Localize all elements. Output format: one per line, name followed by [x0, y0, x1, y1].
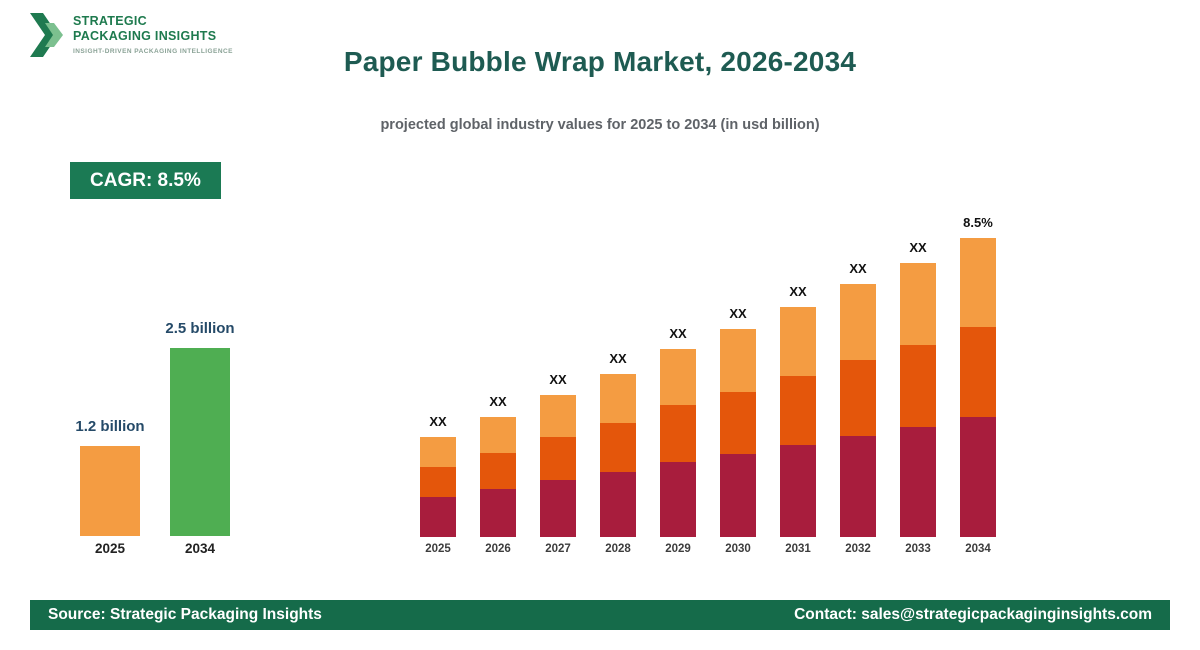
- segment-top: [480, 417, 516, 453]
- stacked-bar-group: XX 2028: [588, 351, 648, 556]
- segment-top: [780, 307, 816, 376]
- bar-stack: [600, 374, 636, 537]
- bar-year-label: 2027: [545, 543, 571, 555]
- bar-value-label: 2.5 billion: [165, 320, 235, 337]
- bar-stack: [780, 307, 816, 537]
- logo-chevron-icon: [30, 13, 63, 57]
- bar-year-label: 2034: [184, 541, 216, 556]
- segment-top: [600, 374, 636, 423]
- main-chart: XX 2025 XX 2026 XX 2027 XX 2028 XX 2029 XX 2030 XX 20…: [408, 215, 1008, 556]
- segment-bottom: [960, 417, 996, 537]
- logo-tagline: INSIGHT-DRIVEN PACKAGING INTELLIGENCE: [73, 47, 233, 55]
- logo: STRATEGIC PACKAGING INSIGHTS INSIGHT-DRI…: [30, 12, 233, 58]
- bar-stack: [540, 395, 576, 537]
- bar: [170, 348, 230, 536]
- mini-bar-group: 1.2 billion 2025: [75, 418, 144, 556]
- bar-year-label: 2034: [965, 543, 991, 555]
- segment-middle: [900, 345, 936, 427]
- stacked-bar-group: 8.5% 2034: [948, 215, 1008, 556]
- bar-year-label: 2030: [725, 543, 751, 555]
- bar-stack: [420, 437, 456, 537]
- stacked-bar-group: XX 2026: [468, 394, 528, 556]
- bar-stack: [720, 329, 756, 537]
- segment-bottom: [600, 472, 636, 537]
- logo-text: STRATEGIC PACKAGING INSIGHTS INSIGHT-DRI…: [73, 12, 233, 55]
- segment-middle: [840, 360, 876, 436]
- segment-top: [960, 238, 996, 327]
- segment-middle: [960, 327, 996, 417]
- bar-value-label: XX: [909, 240, 927, 255]
- bar-stack: [660, 349, 696, 537]
- stacked-bar-group: XX 2030: [708, 306, 768, 556]
- segment-middle: [660, 405, 696, 462]
- bar: [80, 446, 140, 536]
- stacked-bar-group: XX 2031: [768, 284, 828, 556]
- segment-top: [660, 349, 696, 405]
- footer-bar: Source: Strategic Packaging Insights Con…: [30, 600, 1170, 630]
- bar-stack: [480, 417, 516, 537]
- bar-year-label: 2026: [485, 543, 511, 555]
- bar-stack: [960, 238, 996, 537]
- segment-middle: [540, 437, 576, 480]
- footer-source: Source: Strategic Packaging Insights: [48, 606, 322, 623]
- page-title: Paper Bubble Wrap Market, 2026-2034: [343, 46, 857, 77]
- bar-stack: [900, 263, 936, 537]
- segment-middle: [480, 453, 516, 489]
- segment-top: [420, 437, 456, 467]
- bar-year-label: 2025: [94, 541, 126, 556]
- logo-line-1: STRATEGIC: [73, 14, 147, 28]
- stacked-bar-group: XX 2032: [828, 261, 888, 556]
- bar-value-label: XX: [489, 394, 507, 409]
- segment-top: [720, 329, 756, 392]
- bar-year-label: 2033: [905, 543, 931, 555]
- bar-year-label: 2028: [605, 543, 631, 555]
- segment-top: [540, 395, 576, 437]
- segment-top: [840, 284, 876, 360]
- bar-value-label: XX: [429, 414, 447, 429]
- stacked-bar-group: XX 2027: [528, 372, 588, 556]
- stacked-bar-group: XX 2025: [408, 414, 468, 556]
- segment-middle: [600, 423, 636, 472]
- segment-bottom: [420, 497, 456, 537]
- page-subtitle: projected global industry values for 202…: [380, 117, 820, 133]
- segment-bottom: [660, 462, 696, 537]
- segment-bottom: [720, 454, 756, 537]
- bar-stack: [840, 284, 876, 537]
- bar-year-label: 2032: [845, 543, 871, 555]
- segment-top: [900, 263, 936, 345]
- bar-year-label: 2031: [785, 543, 811, 555]
- bar-value-label: XX: [549, 372, 567, 387]
- bar-year-label: 2025: [425, 543, 451, 555]
- mini-bar-group: 2.5 billion 2034: [165, 320, 234, 556]
- segment-bottom: [840, 436, 876, 537]
- segment-bottom: [780, 445, 816, 537]
- segment-middle: [780, 376, 816, 445]
- segment-middle: [720, 392, 756, 454]
- segment-bottom: [540, 480, 576, 537]
- mini-chart: 1.2 billion 2025 2.5 billion 2034: [75, 320, 234, 556]
- segment-middle: [420, 467, 456, 497]
- stacked-bar-group: XX 2033: [888, 240, 948, 556]
- bar-value-label: XX: [729, 306, 747, 321]
- bar-value-label: XX: [669, 326, 687, 341]
- bar-value-label: XX: [789, 284, 807, 299]
- segment-bottom: [900, 427, 936, 537]
- segment-bottom: [480, 489, 516, 537]
- footer-contact: Contact: sales@strategicpackaginginsight…: [794, 606, 1152, 623]
- bar-value-label: XX: [609, 351, 627, 366]
- cagr-badge: CAGR: 8.5%: [70, 162, 221, 199]
- bar-value-label: XX: [849, 261, 867, 276]
- stacked-bar-group: XX 2029: [648, 326, 708, 556]
- bar-value-label: 8.5%: [963, 215, 993, 230]
- bar-value-label: 1.2 billion: [75, 418, 145, 435]
- bar-year-label: 2029: [665, 543, 691, 555]
- logo-line-2: PACKAGING INSIGHTS: [73, 28, 217, 43]
